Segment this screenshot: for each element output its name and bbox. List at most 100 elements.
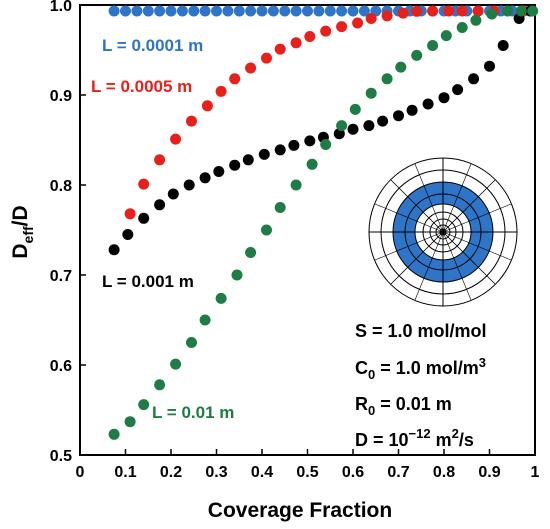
data-point (256, 5, 268, 17)
param-s: S = 1.0 mol/mol (355, 321, 487, 341)
data-point (124, 208, 136, 220)
data-point (304, 31, 316, 42)
data-point (290, 5, 302, 17)
data-point (142, 5, 154, 17)
y-axis-label: Deff/D (9, 205, 36, 258)
data-point (154, 199, 166, 211)
data-point (154, 154, 166, 166)
data-point (422, 98, 434, 110)
data-point (245, 62, 257, 74)
data-point (358, 5, 370, 17)
data-point (363, 120, 375, 132)
data-point (320, 139, 332, 150)
data-point (324, 5, 336, 17)
data-point (170, 133, 182, 145)
data-point (138, 212, 150, 224)
data-point (122, 229, 134, 240)
data-point (515, 5, 527, 17)
data-point (306, 158, 318, 170)
x-tick-label: 0.5 (296, 464, 318, 481)
data-point (484, 60, 495, 72)
data-point (288, 139, 300, 151)
x-tick-label: 0.6 (342, 464, 364, 481)
data-point (108, 244, 120, 256)
data-point (347, 5, 359, 17)
data-point (302, 5, 313, 17)
data-point (470, 14, 482, 26)
data-point (138, 399, 150, 411)
data-point (215, 292, 227, 304)
x-tick-label: 0.4 (251, 464, 273, 481)
param-d: D = 10−12 m2/s (355, 426, 474, 450)
data-point (108, 5, 120, 17)
data-point (188, 5, 200, 17)
data-point (320, 25, 332, 37)
data-point (352, 17, 364, 29)
data-point (245, 5, 257, 17)
data-point (452, 84, 464, 96)
data-point (138, 178, 150, 190)
data-point (183, 179, 195, 191)
data-point (229, 73, 241, 85)
data-point (377, 115, 389, 127)
y-tick-label: 1.0 (50, 0, 72, 15)
data-point (176, 5, 188, 17)
data-point (267, 5, 279, 17)
data-point (233, 5, 245, 17)
data-point (347, 123, 359, 135)
series-2 (108, 5, 536, 256)
data-point (381, 73, 393, 85)
data-point (258, 148, 270, 160)
data-point (349, 103, 361, 115)
data-point (336, 120, 348, 132)
data-point (443, 5, 455, 17)
x-tick-label: 1 (531, 464, 540, 481)
param-c0: C0 = 1.0 mol/m3 (355, 355, 486, 382)
data-point (199, 314, 211, 326)
data-point (486, 8, 498, 20)
x-axis: 0 0.1 0.2 0.3 0.4 0.5 0.6 0.7 0.8 0.9 1 (76, 449, 540, 481)
data-point (336, 21, 348, 33)
data-point (199, 5, 211, 17)
data-series (108, 5, 539, 440)
data-point (261, 224, 272, 236)
series-3 (108, 5, 539, 440)
y-tick-label: 0.9 (50, 88, 72, 105)
y-tick-label: 0.8 (50, 178, 72, 195)
data-point (231, 269, 243, 281)
data-point (274, 43, 286, 55)
series-1 (124, 5, 530, 220)
data-point (313, 5, 325, 17)
data-point (304, 135, 316, 147)
data-point (397, 7, 409, 19)
data-point (438, 92, 450, 104)
data-point (411, 5, 423, 17)
series-label-l-01: L = 0.01 m (152, 403, 234, 422)
x-tick-label: 0.7 (387, 464, 409, 481)
data-point (502, 5, 514, 17)
x-tick-label: 0.1 (114, 464, 136, 481)
series-label-l-0001: L = 0.0001 m (102, 36, 203, 55)
parameter-block: S = 1.0 mol/mol C0 = 1.0 mol/m3 R0 = 0.0… (355, 321, 487, 450)
data-point (131, 5, 143, 17)
x-tick-label: 0.8 (433, 464, 455, 481)
x-tick-label: 0 (76, 464, 85, 481)
x-axis-label: Coverage Fraction (208, 499, 392, 522)
series-label-l-001: L = 0.001 m (102, 272, 194, 291)
data-point (199, 172, 211, 184)
data-point (427, 40, 439, 51)
x-tick-label: 0.3 (205, 464, 227, 481)
data-point (213, 166, 225, 177)
x-tick-label: 0.9 (478, 464, 500, 481)
coverage-pattern-icon (368, 157, 518, 307)
data-point (154, 379, 166, 391)
data-point (411, 49, 423, 61)
data-point (406, 104, 418, 116)
data-point (124, 416, 136, 428)
series-label-l-0005: L = 0.0005 m (91, 77, 192, 96)
y-tick-label: 0.7 (50, 268, 72, 285)
data-point (497, 40, 509, 51)
data-point (242, 154, 254, 166)
data-point (290, 37, 302, 49)
